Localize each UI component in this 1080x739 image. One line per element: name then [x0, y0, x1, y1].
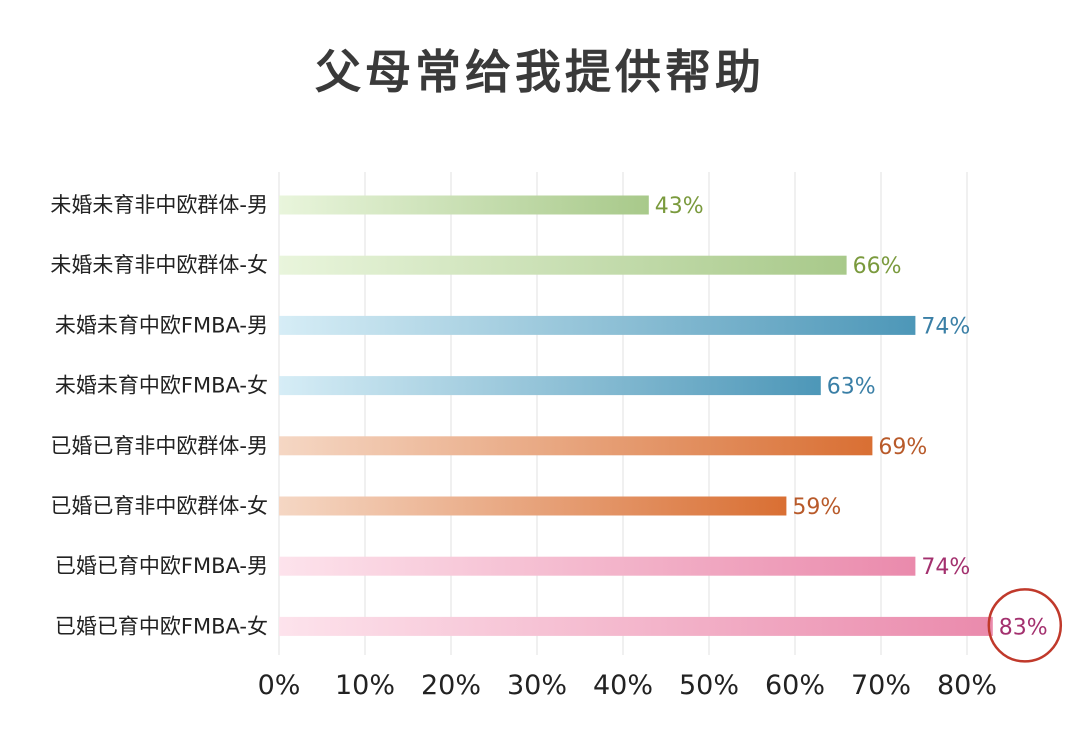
x-tick-label: 0%: [258, 670, 301, 701]
x-tick-label: 80%: [937, 670, 997, 701]
category-label: 未婚未育中欧FMBA-男: [55, 313, 268, 337]
x-tick-label: 50%: [679, 670, 739, 701]
chart-title: 父母常给我提供帮助: [315, 45, 765, 99]
bar: [279, 195, 649, 215]
category-label: 未婚未育中欧FMBA-女: [55, 374, 268, 398]
highlight-circle: [987, 588, 1063, 663]
value-label: 74%: [921, 555, 970, 580]
category-label: 未婚未育非中欧群体-男: [50, 193, 268, 217]
value-label: 43%: [655, 194, 704, 219]
category-label: 已婚已育非中欧群体-男: [50, 434, 268, 458]
x-tick-label: 30%: [507, 670, 567, 701]
x-tick-label: 20%: [421, 670, 481, 701]
bar: [279, 315, 916, 335]
bar: [279, 556, 916, 576]
category-label: 已婚已育中欧FMBA-男: [55, 554, 268, 578]
x-tick-label: 70%: [851, 670, 911, 701]
x-tick-label: 10%: [335, 670, 395, 701]
category-label: 已婚已育中欧FMBA-女: [55, 614, 268, 638]
bar: [279, 376, 821, 396]
bar: [279, 255, 847, 275]
bar: [279, 616, 993, 636]
bar: [279, 496, 787, 516]
x-tick-label: 60%: [765, 670, 825, 701]
value-label: 83%: [999, 615, 1048, 640]
value-label: 74%: [921, 314, 970, 339]
value-label: 63%: [827, 375, 876, 400]
value-label: 59%: [792, 495, 841, 520]
value-label: 66%: [853, 254, 902, 279]
bar: [279, 436, 873, 456]
value-label: 69%: [878, 435, 927, 460]
category-label: 未婚未育非中欧群体-女: [50, 253, 268, 277]
category-label: 已婚已育非中欧群体-女: [50, 494, 268, 518]
x-tick-label: 40%: [593, 670, 653, 701]
